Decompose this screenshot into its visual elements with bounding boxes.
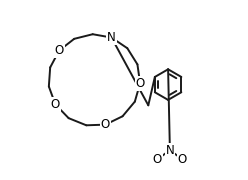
Text: N: N xyxy=(165,144,174,157)
Text: O: O xyxy=(51,98,60,111)
Text: O: O xyxy=(178,153,187,166)
Text: O: O xyxy=(153,153,162,166)
Text: O: O xyxy=(101,118,110,131)
Text: O: O xyxy=(55,44,64,57)
Text: N: N xyxy=(107,31,116,44)
Text: O: O xyxy=(135,77,145,90)
